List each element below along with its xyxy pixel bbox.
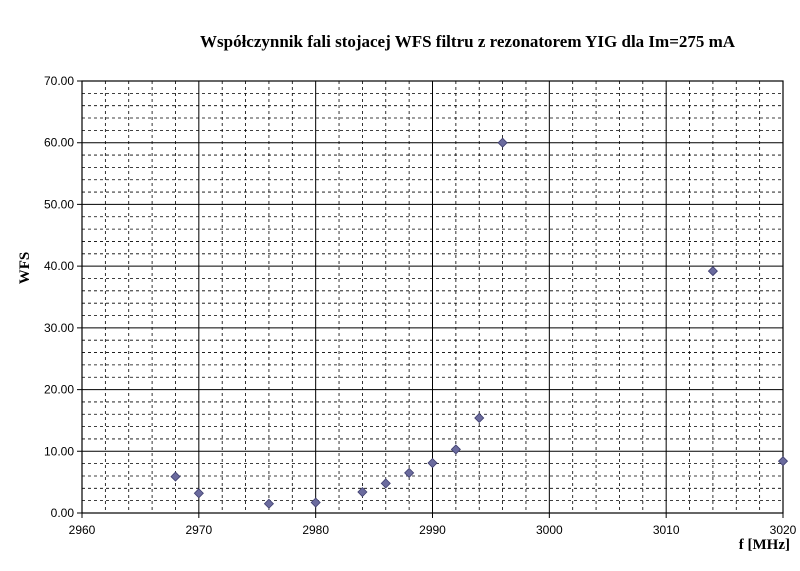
data-point: [357, 486, 368, 498]
y-tick-label: 40.00: [44, 259, 74, 273]
y-tick-label: 50.00: [44, 197, 74, 211]
y-tick-label: 20.00: [44, 383, 74, 397]
y-tick-label: 30.00: [44, 321, 74, 335]
x-tick-label: 2960: [69, 523, 96, 537]
y-tick-label: 70.00: [44, 74, 74, 88]
x-axis-title: f [MHz]: [739, 537, 790, 553]
data-point: [427, 457, 438, 469]
data-point: [380, 478, 391, 489]
x-tick-label: 3000: [536, 523, 563, 537]
y-axis-title: WFS: [17, 252, 33, 285]
x-tick-labels: 2960 2970 2980 2990 3000 3010 3020: [69, 523, 797, 537]
data-point: [474, 412, 485, 424]
axes: [81, 80, 784, 514]
data-point: [777, 456, 789, 467]
y-tick-label: 60.00: [44, 136, 74, 150]
data-point: [497, 137, 508, 148]
y-tick-label: 10.00: [44, 444, 74, 458]
data-point: [310, 497, 321, 508]
data-point: [707, 266, 718, 277]
x-tick-label: 3010: [653, 523, 680, 537]
x-tick-label: 2990: [419, 523, 446, 537]
data-point: [404, 467, 415, 478]
y-tick-labels: 0.00 10.00 20.00 30.00 40.00 50.00 60.00 70.00: [44, 74, 74, 520]
chart-title: Współczynnik fali stojacej WFS filtru z …: [200, 32, 736, 51]
x-tick-label: 3020: [770, 523, 797, 537]
data-point: [193, 488, 204, 499]
y-tick-label: 0.00: [51, 506, 75, 520]
data-point: [263, 498, 274, 509]
data-points: [170, 137, 789, 509]
data-point: [170, 471, 181, 482]
grid: [77, 80, 784, 518]
x-tick-label: 2980: [302, 523, 329, 537]
data-point: [450, 444, 461, 455]
x-tick-label: 2970: [185, 523, 212, 537]
plot-area-border: [81, 80, 784, 514]
